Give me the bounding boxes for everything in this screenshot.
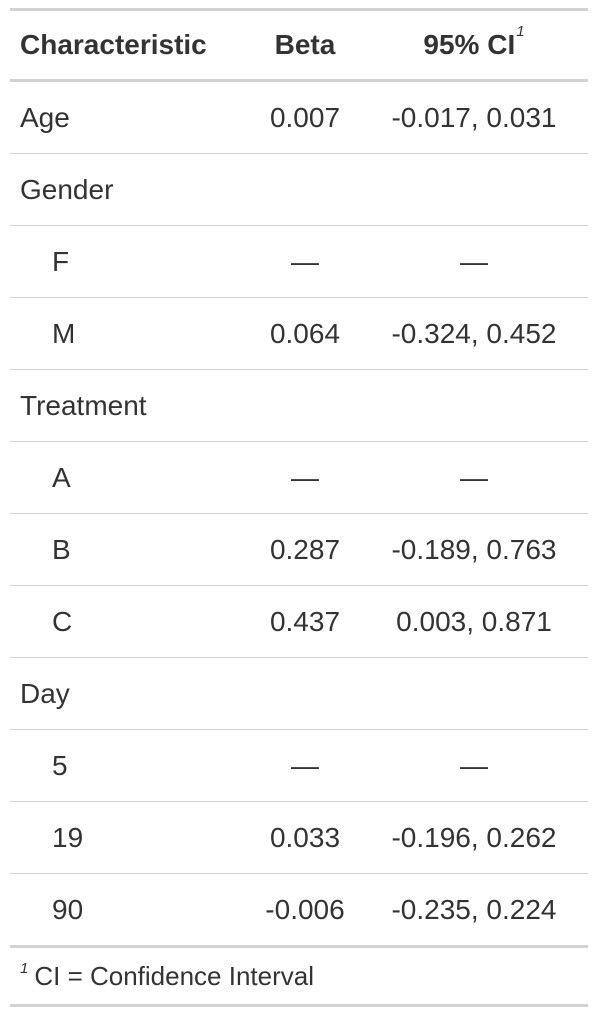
row-level-label: M (10, 298, 250, 370)
beta-cell: 0.287 (250, 514, 360, 586)
ci-cell: -0.324, 0.452 (360, 298, 588, 370)
footnote-text: CI = Confidence Interval (34, 961, 314, 992)
table-row: Treatment (10, 370, 588, 442)
ci-cell (360, 658, 588, 730)
beta-cell: — (250, 730, 360, 802)
table-row: Gender (10, 154, 588, 226)
row-variable-label: Day (10, 658, 250, 730)
row-variable-label: Gender (10, 154, 250, 226)
ci-cell: -0.189, 0.763 (360, 514, 588, 586)
table-row: B 0.287 -0.189, 0.763 (10, 514, 588, 586)
row-variable-label: Age (10, 81, 250, 154)
ci-cell: -0.235, 0.224 (360, 874, 588, 947)
table-row: 19 0.033 -0.196, 0.262 (10, 802, 588, 874)
ci-cell (360, 154, 588, 226)
beta-cell (250, 154, 360, 226)
footnote-number: 1 (20, 960, 28, 977)
table-row: 90 -0.006 -0.235, 0.224 (10, 874, 588, 947)
table-header: Characteristic Beta 95% CI1 (10, 11, 588, 81)
row-level-label: F (10, 226, 250, 298)
table-row: C 0.437 0.003, 0.871 (10, 586, 588, 658)
beta-cell: 0.437 (250, 586, 360, 658)
ci-cell: -0.017, 0.031 (360, 81, 588, 154)
header-row: Characteristic Beta 95% CI1 (10, 11, 588, 81)
ci-cell: — (360, 226, 588, 298)
footnote-marker: 1 (516, 23, 524, 40)
beta-cell: — (250, 226, 360, 298)
beta-cell: — (250, 442, 360, 514)
beta-cell (250, 370, 360, 442)
column-header-characteristic: Characteristic (10, 11, 250, 81)
beta-cell: -0.006 (250, 874, 360, 947)
table-row: F — — (10, 226, 588, 298)
beta-cell: 0.007 (250, 81, 360, 154)
ci-cell: -0.196, 0.262 (360, 802, 588, 874)
row-level-label: 5 (10, 730, 250, 802)
table-row: Day (10, 658, 588, 730)
row-level-label: 90 (10, 874, 250, 947)
beta-cell: 0.033 (250, 802, 360, 874)
table-row: Age 0.007 -0.017, 0.031 (10, 81, 588, 154)
row-level-label: C (10, 586, 250, 658)
ci-cell: — (360, 730, 588, 802)
row-level-label: 19 (10, 802, 250, 874)
column-header-ci-label: 95% CI (423, 29, 515, 60)
regression-table: Characteristic Beta 95% CI1 Age 0.007 -0.0… (10, 11, 588, 948)
row-level-label: A (10, 442, 250, 514)
regression-table-container: Characteristic Beta 95% CI1 Age 0.007 -0.0… (10, 8, 588, 1007)
column-header-beta: Beta (250, 11, 360, 81)
beta-cell (250, 658, 360, 730)
table-footnote: 1 CI = Confidence Interval (10, 948, 588, 1007)
beta-cell: 0.064 (250, 298, 360, 370)
ci-cell: 0.003, 0.871 (360, 586, 588, 658)
table-row: A — — (10, 442, 588, 514)
table-body: Age 0.007 -0.017, 0.031 Gender F — — M 0.064 -0.3… (10, 81, 588, 947)
table-row: 5— — (10, 730, 588, 802)
ci-cell (360, 370, 588, 442)
row-variable-label: Treatment (10, 370, 250, 442)
table-row: M 0.064 -0.324, 0.452 (10, 298, 588, 370)
row-level-label: B (10, 514, 250, 586)
ci-cell: — (360, 442, 588, 514)
column-header-ci: 95% CI1 (360, 11, 588, 81)
